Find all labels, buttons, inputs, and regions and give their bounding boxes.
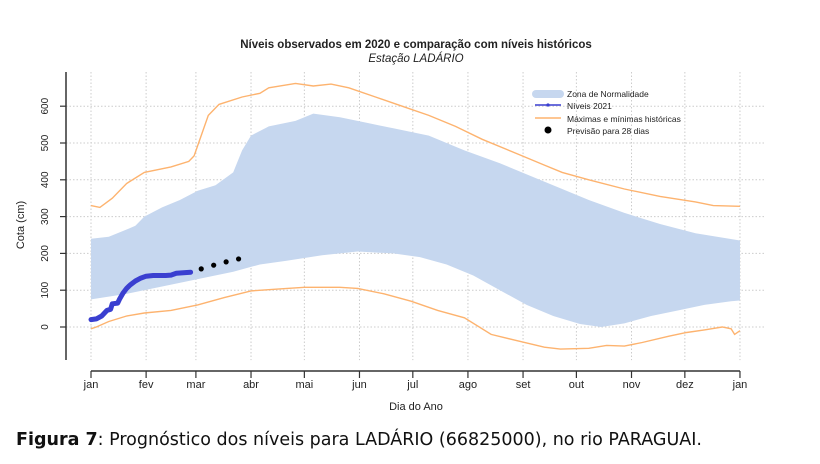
legend-label: Máximas e mínimas históricas (567, 114, 681, 124)
axes: 0 100 200 300 400 500 600 jan fev mar abr mai jun jul… (40, 72, 747, 391)
chart: 0 100 200 300 400 500 600 jan fev mar abr mai jun jul… (15, 39, 765, 413)
y-tick-label: 200 (40, 245, 51, 262)
forecast-point (211, 262, 217, 268)
legend-band-swatch (532, 90, 564, 98)
x-tick-label: dez (676, 379, 694, 391)
figure-caption: Figura 7: Prognóstico dos níveis para LA… (16, 430, 702, 450)
levels-2021-line (88, 269, 194, 323)
historical-min-line (90, 286, 741, 350)
legend: Zona de Normalidade Níveis 2021 Máximas … (532, 89, 681, 136)
caption-label: Figura 7 (16, 430, 98, 450)
x-tick-label: set (516, 379, 531, 391)
x-axis-label: Dia do Ano (389, 401, 443, 413)
x-tick-label: jun (351, 379, 367, 391)
legend-label: Níveis 2021 (567, 101, 612, 111)
legend-levels-marker (546, 103, 550, 107)
chart-subtitle: Estação LADÁRIO (368, 52, 463, 65)
caption-text: : Prognóstico dos níveis para LADÁRIO (6… (97, 430, 702, 450)
y-tick-label: 600 (40, 97, 51, 114)
forecast-point (198, 266, 204, 272)
y-tick-label: 300 (40, 208, 51, 225)
forecast-point (223, 259, 229, 265)
normality-band (91, 113, 740, 327)
x-tick-label: nov (623, 379, 641, 391)
x-tick-label: fev (139, 379, 154, 391)
forecast-points (198, 256, 242, 272)
legend-forecast-marker (544, 126, 552, 134)
chart-title: Níveis observados em 2020 e comparação c… (240, 39, 592, 51)
forecast-point (235, 256, 242, 262)
y-tick-label: 100 (40, 281, 51, 298)
y-tick-label: 400 (40, 171, 51, 188)
y-tick-label: 0 (40, 324, 51, 330)
x-tick-label: jan (732, 379, 748, 391)
x-tick-label: jan (83, 379, 99, 391)
legend-label: Zona de Normalidade (567, 89, 649, 99)
x-tick-label: ago (459, 379, 477, 391)
x-tick-label: jul (406, 379, 418, 391)
legend-label: Previsão para 28 dias (567, 126, 649, 136)
y-axis-label: Cota (cm) (15, 201, 27, 249)
historical-max-line (90, 82, 741, 209)
x-tick-label: abr (243, 379, 259, 391)
x-tick-label: out (569, 379, 584, 391)
x-tick-label: mai (295, 379, 313, 391)
y-tick-label: 500 (40, 134, 51, 151)
x-tick-label: mar (186, 379, 205, 391)
